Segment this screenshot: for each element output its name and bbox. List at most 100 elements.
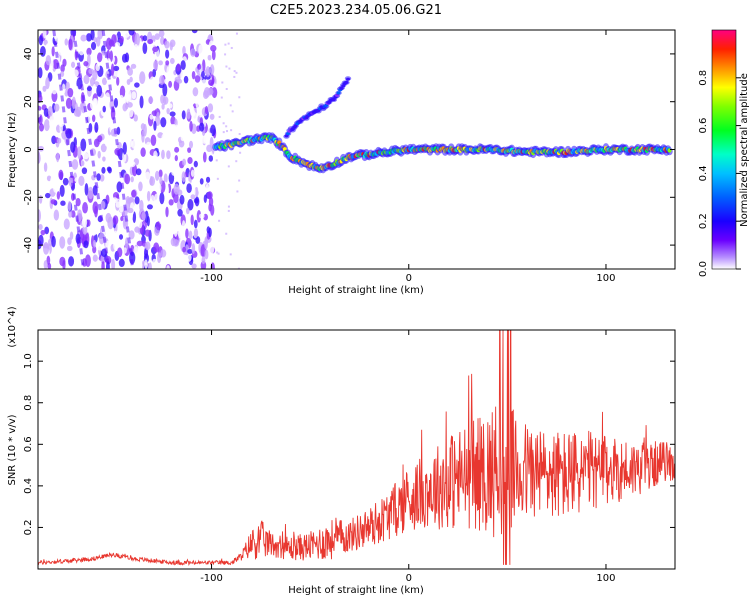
- noise-blob: [68, 256, 75, 267]
- noise-blob: [159, 192, 165, 205]
- noise-blob: [92, 239, 97, 248]
- noise-blob: [104, 92, 111, 105]
- noise-speck: [238, 132, 241, 135]
- noise-blob: [131, 189, 137, 198]
- noise-blob: [193, 160, 198, 168]
- noise-blob: [114, 42, 121, 48]
- noise-blob: [68, 38, 73, 51]
- noise-blob: [83, 61, 89, 67]
- noise-blob: [144, 171, 151, 182]
- spectrogram-panel: -100 0 100 -40 -20 0 20 40 Height of straight l…: [7, 29, 676, 296]
- noise-blob: [200, 260, 207, 269]
- noise-blob: [66, 245, 73, 252]
- noise-blob: [194, 196, 200, 207]
- noise-blob: [56, 219, 61, 229]
- noise-blob: [172, 211, 176, 219]
- colorbar-label: Normalized spectral amplitude: [739, 73, 750, 227]
- noise-blob: [163, 173, 168, 184]
- noise-blob: [132, 211, 137, 224]
- noise-blob: [93, 37, 98, 43]
- y-tick-label: 0.8: [23, 395, 34, 411]
- noise-blob: [209, 64, 215, 75]
- noise-blob: [191, 30, 198, 34]
- noise-blob: [127, 104, 134, 118]
- noise-blob: [160, 117, 167, 128]
- noise-blob: [193, 228, 199, 239]
- noise-blob: [166, 222, 171, 234]
- noise-blob: [53, 103, 60, 112]
- noise-blob: [70, 141, 76, 153]
- noise-blob: [169, 149, 175, 155]
- noise-blob: [210, 45, 217, 52]
- noise-blob: [191, 263, 197, 269]
- y-tick-label: -40: [23, 237, 34, 253]
- noise-blob: [150, 194, 155, 204]
- noise-blob: [169, 111, 176, 117]
- noise-blob: [198, 221, 204, 231]
- noise-speck: [227, 209, 230, 212]
- noise-blob: [169, 41, 173, 51]
- noise-blob: [47, 262, 52, 269]
- y-tick-label: 0.2: [23, 519, 34, 535]
- noise-blob: [166, 150, 171, 160]
- noise-blob: [113, 65, 120, 72]
- noise-blob: [40, 229, 46, 236]
- noise-blob: [127, 101, 133, 108]
- noise-speck: [235, 32, 238, 35]
- noise-blob: [178, 139, 185, 148]
- y-tick-label: 0.4: [23, 478, 34, 494]
- noise-blob: [45, 77, 50, 90]
- snr-scale-label: (x10^4): [7, 306, 18, 347]
- noise-blob: [46, 255, 51, 266]
- noise-blob: [75, 198, 81, 207]
- noise-blob: [182, 45, 186, 56]
- noise-blob: [49, 119, 55, 129]
- y-tick-label: -20: [23, 189, 34, 205]
- noise-blob: [190, 169, 195, 177]
- snr-line-plot: [38, 330, 675, 566]
- noise-blob: [131, 164, 138, 177]
- noise-blob: [205, 184, 210, 194]
- noise-blob: [122, 141, 127, 155]
- noise-blob: [190, 48, 196, 57]
- noise-blob: [201, 79, 207, 86]
- noise-blob: [158, 30, 165, 38]
- noise-blob: [179, 116, 183, 129]
- noise-blob: [65, 81, 70, 91]
- noise-blob: [58, 169, 64, 180]
- x-tick-label: 0: [406, 273, 412, 284]
- noise-speck: [230, 129, 233, 132]
- noise-blob: [174, 31, 180, 39]
- noise-blob: [203, 134, 209, 144]
- noise-blob: [200, 197, 205, 204]
- noise-blob: [147, 49, 151, 57]
- noise-blob: [65, 97, 72, 109]
- noise-blob: [111, 259, 116, 269]
- noise-blob: [121, 53, 128, 63]
- noise-blob: [198, 213, 205, 219]
- noise-blob: [182, 246, 186, 253]
- noise-blob: [185, 207, 190, 215]
- noise-speck: [230, 46, 233, 49]
- y-tick-label: 20: [23, 95, 34, 108]
- streak: [101, 30, 135, 269]
- noise-blob: [139, 95, 144, 109]
- noise-blob: [107, 167, 112, 174]
- noise-blob: [195, 153, 202, 159]
- noise-blob: [96, 105, 102, 111]
- noise-blob: [121, 65, 126, 73]
- noise-blob: [100, 143, 107, 153]
- noise-blob: [126, 79, 131, 86]
- y-tick-label: 0.6: [23, 436, 34, 452]
- noise-blob: [38, 93, 43, 104]
- noise-blob: [38, 35, 44, 46]
- noise-blob: [180, 131, 185, 142]
- noise-blob: [56, 152, 60, 163]
- noise-blob: [147, 262, 152, 269]
- noise-blob: [153, 60, 158, 70]
- noise-blob: [179, 30, 186, 37]
- noise-blob: [119, 35, 124, 44]
- noise-blob: [45, 42, 52, 49]
- noise-blob: [80, 34, 87, 42]
- noise-blob: [112, 197, 118, 204]
